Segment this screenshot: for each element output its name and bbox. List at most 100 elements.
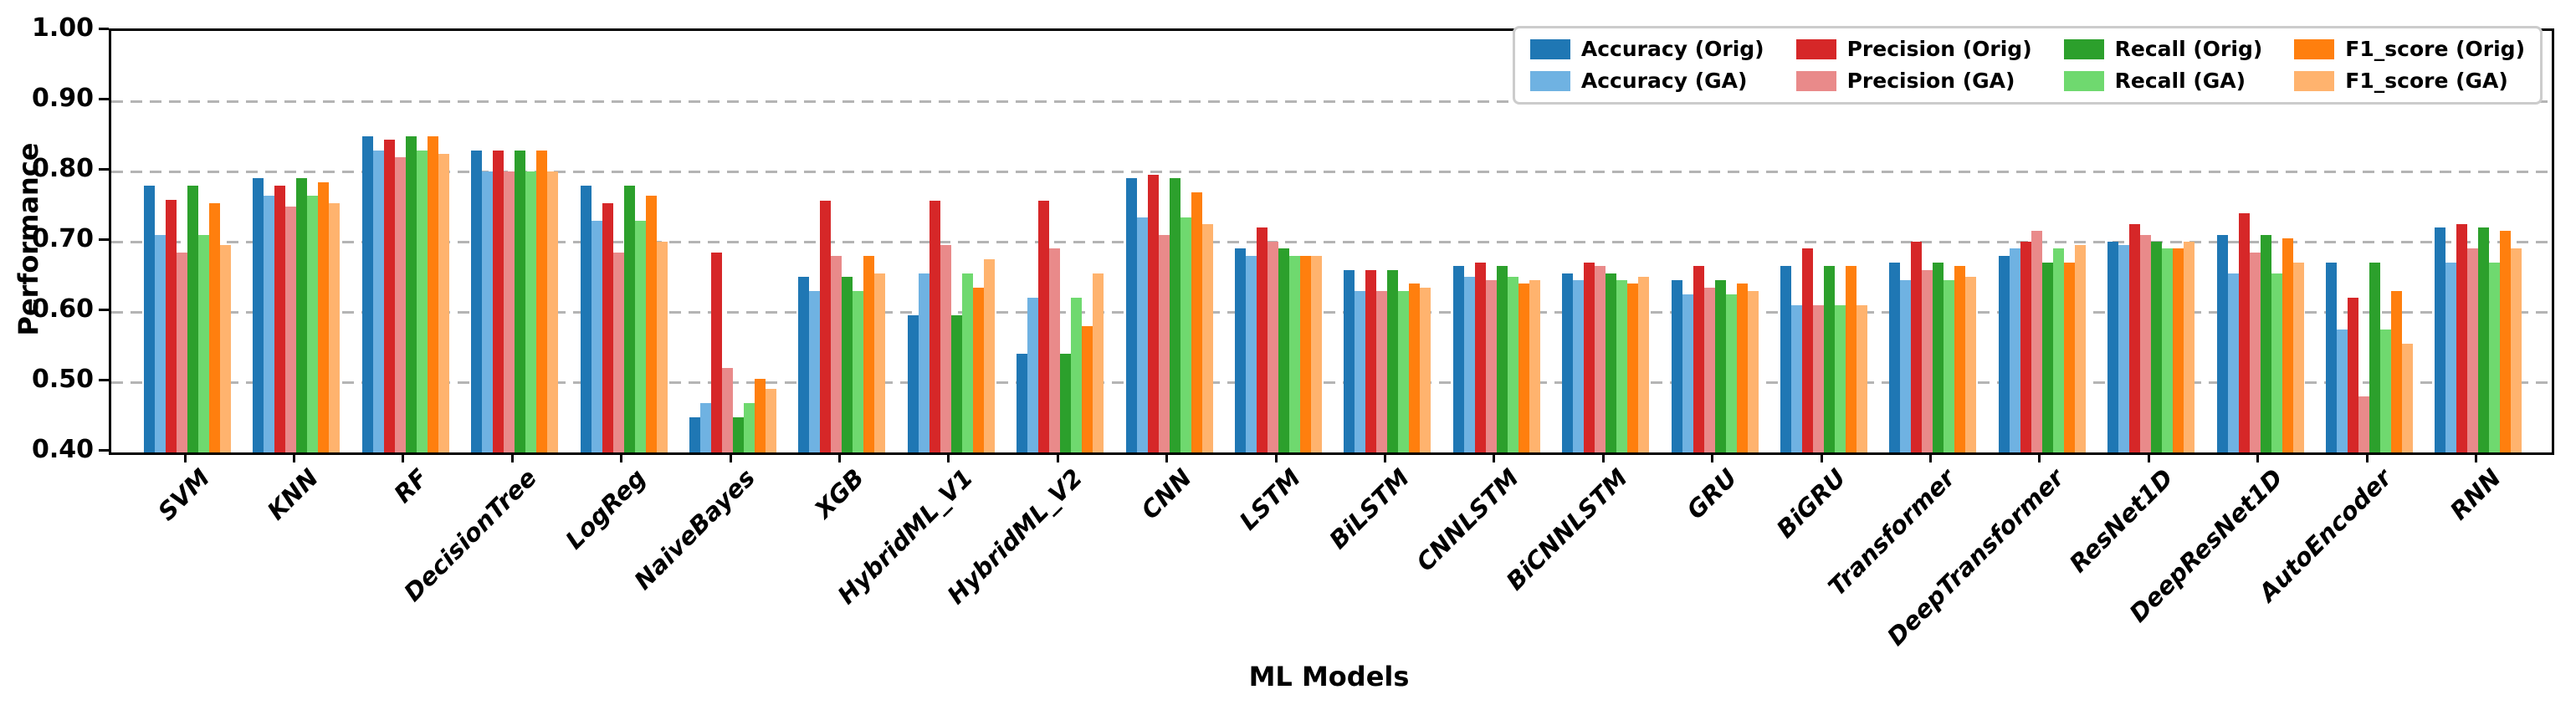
bar bbox=[2358, 396, 2369, 452]
bar bbox=[1922, 269, 1933, 452]
bar bbox=[1246, 255, 1257, 452]
bar bbox=[1954, 266, 1966, 452]
legend-item: Recall (GA) bbox=[2063, 69, 2263, 93]
y-tick-label: 0.60 bbox=[31, 294, 94, 324]
bar bbox=[2456, 224, 2468, 452]
y-tick-label: 0.90 bbox=[31, 84, 94, 113]
bar bbox=[1300, 255, 1311, 452]
y-tick-mark bbox=[99, 378, 109, 381]
bar bbox=[656, 242, 668, 452]
bar bbox=[383, 140, 395, 452]
bar bbox=[1824, 266, 1835, 452]
grid-line bbox=[111, 310, 2552, 314]
bar bbox=[1398, 290, 1410, 452]
y-tick-mark bbox=[99, 97, 109, 100]
legend-item: F1_score (Orig) bbox=[2294, 38, 2525, 60]
x-tick-label: RF bbox=[388, 463, 433, 508]
bar bbox=[2031, 231, 2042, 452]
legend-label: Accuracy (GA) bbox=[1580, 69, 1748, 93]
grid-line bbox=[111, 381, 2552, 384]
bar bbox=[1125, 178, 1137, 452]
bar bbox=[1682, 294, 1693, 452]
bar bbox=[733, 417, 744, 452]
bar bbox=[1071, 298, 1083, 452]
bar bbox=[755, 378, 766, 452]
bar bbox=[1529, 280, 1540, 452]
legend-item: Recall (Orig) bbox=[2063, 38, 2262, 60]
x-tick-label: CNNLSTM bbox=[1411, 463, 1524, 577]
x-tick-mark bbox=[620, 452, 623, 462]
bar bbox=[405, 136, 417, 452]
bar bbox=[1158, 234, 1170, 452]
bar bbox=[1616, 280, 1628, 452]
bar bbox=[504, 171, 515, 452]
legend: Accuracy (Orig) Accuracy (GA) Precision (O… bbox=[1512, 26, 2543, 105]
bar bbox=[1485, 280, 1497, 452]
bar bbox=[471, 150, 483, 452]
bar bbox=[591, 220, 602, 452]
x-tick-mark bbox=[1493, 452, 1496, 462]
x-tick-label: GRU bbox=[1681, 463, 1743, 525]
bar bbox=[264, 196, 275, 452]
bar bbox=[438, 154, 449, 452]
legend-item: Accuracy (GA) bbox=[1529, 69, 1764, 93]
bar bbox=[329, 202, 341, 452]
bar bbox=[863, 255, 875, 452]
bar bbox=[2140, 234, 2152, 452]
bar bbox=[274, 185, 286, 452]
bar bbox=[2151, 242, 2163, 452]
legend-label: Recall (GA) bbox=[2114, 69, 2246, 93]
x-tick-mark bbox=[183, 452, 187, 462]
bar bbox=[2020, 242, 2031, 452]
x-tick-mark bbox=[729, 452, 732, 462]
legend-label: Precision (Orig) bbox=[1846, 37, 2032, 61]
bar bbox=[2216, 234, 2228, 452]
y-tick-label: 0.50 bbox=[31, 365, 94, 394]
legend-item: Precision (Orig) bbox=[1795, 37, 2032, 61]
bar bbox=[853, 290, 864, 452]
bar bbox=[2074, 245, 2086, 452]
bar bbox=[1289, 255, 1300, 452]
bar bbox=[2238, 213, 2250, 452]
bar bbox=[1965, 277, 1977, 452]
y-tick-mark bbox=[99, 238, 109, 241]
bar bbox=[2467, 248, 2479, 452]
bar bbox=[1606, 273, 1617, 452]
grid-line bbox=[111, 100, 2552, 103]
bar bbox=[1496, 266, 1508, 452]
bar bbox=[2500, 231, 2512, 452]
x-tick-label: SVM bbox=[151, 463, 216, 527]
x-tick-mark bbox=[2365, 452, 2369, 462]
bar bbox=[1038, 201, 1050, 452]
bar bbox=[1201, 224, 1213, 452]
x-tick-mark bbox=[510, 452, 514, 462]
bar bbox=[2249, 252, 2261, 452]
legend-item: Accuracy (Orig) bbox=[1529, 38, 1764, 60]
bar bbox=[1017, 354, 1028, 452]
bar bbox=[318, 181, 330, 452]
bar bbox=[482, 171, 494, 452]
bar bbox=[2435, 227, 2446, 452]
bar bbox=[253, 178, 264, 452]
y-tick-label: 1.00 bbox=[31, 13, 94, 43]
x-tick-label: KNN bbox=[262, 463, 325, 526]
x-tick-label: ResNet1D bbox=[2064, 463, 2179, 579]
bar bbox=[1474, 263, 1486, 452]
bar bbox=[809, 290, 821, 452]
bar bbox=[1846, 266, 1856, 452]
bar bbox=[2271, 273, 2282, 452]
legend-swatch bbox=[2063, 39, 2104, 59]
legend-column: Accuracy (Orig) Accuracy (GA) bbox=[1529, 38, 1764, 93]
bar bbox=[1835, 304, 1846, 452]
bar bbox=[427, 136, 438, 452]
bar bbox=[1998, 255, 2010, 452]
legend-label: F1_score (Orig) bbox=[2345, 37, 2525, 61]
bar bbox=[296, 178, 308, 452]
bar bbox=[1169, 178, 1180, 452]
legend-column: F1_score (Orig) F1_score (GA) bbox=[2294, 38, 2525, 92]
bar bbox=[1671, 280, 1682, 452]
x-tick-mark bbox=[837, 452, 841, 462]
bar bbox=[285, 207, 297, 452]
bar bbox=[1638, 277, 1650, 452]
bar bbox=[766, 389, 776, 452]
